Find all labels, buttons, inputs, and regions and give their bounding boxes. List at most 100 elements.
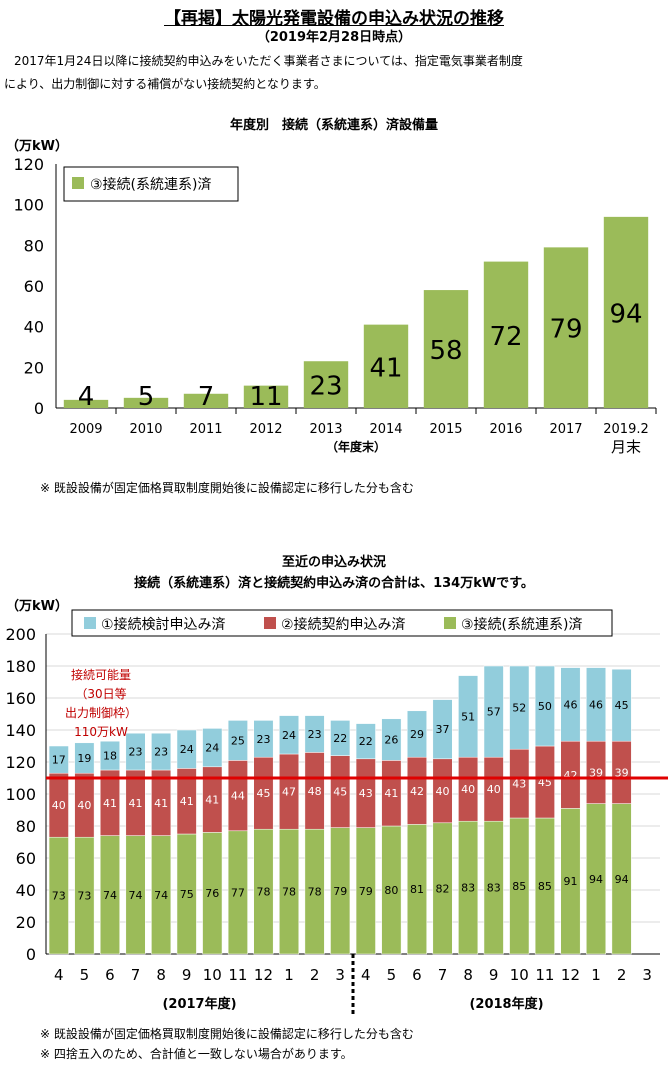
chart2-bar-segment xyxy=(611,668,632,742)
chart1-data-label: 41 xyxy=(369,353,402,383)
chart2-x-tick-label: 8 xyxy=(463,966,473,984)
chart2-data-label: 50 xyxy=(538,700,552,713)
chart2-data-label: 46 xyxy=(563,698,577,711)
chart2-data-label: 37 xyxy=(436,723,450,736)
chart2-data-label: 47 xyxy=(282,786,296,799)
chart2-capacity-label: 出力制御枠） xyxy=(65,705,137,720)
chart1-data-label: 23 xyxy=(309,372,342,402)
chart2-bar-segment xyxy=(48,745,69,774)
chart2-x-tick-label: 5 xyxy=(80,966,90,984)
chart1-data-label: 5 xyxy=(138,382,155,412)
chart1-bar xyxy=(483,261,529,408)
chart1-x-tick-label: 2011 xyxy=(189,422,222,437)
chart2-data-label: 43 xyxy=(512,778,526,791)
chart2-x-tick-label: 6 xyxy=(412,966,422,984)
chart1-y-tick-label: 60 xyxy=(24,277,44,296)
chart2-data-label: 85 xyxy=(538,880,552,893)
chart2-data-label: 23 xyxy=(154,746,168,759)
chart2-legend-swatch xyxy=(264,617,276,629)
page-title: 【再掲】太陽光発電設備の申込み状況の推移 xyxy=(164,9,504,29)
chart1-legend-box xyxy=(63,166,239,202)
chart2-y-tick-label: 80 xyxy=(16,817,36,836)
chart2-data-label: 41 xyxy=(180,795,194,808)
chart2-bar-segment xyxy=(227,720,248,761)
chart2-data-label: 23 xyxy=(256,733,270,746)
chart1-y-tick-label: 100 xyxy=(13,196,44,215)
chart2-y-tick-label: 20 xyxy=(16,913,36,932)
chart2-y-tick-label: 120 xyxy=(5,753,36,772)
chart2-y-axis-label: （万kW） xyxy=(6,598,68,614)
chart2-legend-swatch xyxy=(84,617,96,629)
chart2-x-tick-label: 3 xyxy=(335,966,345,984)
chart1-bar xyxy=(603,216,649,408)
chart1-bar xyxy=(303,361,349,408)
chart2-footnote-2: ※ 四捨五入のため、合計値と一致しない場合があります。 xyxy=(40,1047,353,1061)
chart1-x-tick-label: 2016 xyxy=(489,422,522,437)
chart2-y-tick-label: 0 xyxy=(26,945,36,964)
chart1-data-label: 58 xyxy=(429,336,462,366)
chart2-x-tick-label: 11 xyxy=(535,966,554,984)
chart2-bar-segment xyxy=(509,665,530,750)
chart2-data-label: 40 xyxy=(487,783,501,796)
chart2-data-label: 94 xyxy=(589,873,603,886)
chart1-data-label: 7 xyxy=(198,382,215,412)
chart2-capacity-label: （30日等 xyxy=(75,687,126,701)
chart2-data-label: 17 xyxy=(52,754,66,767)
chart2-data-label: 74 xyxy=(154,889,168,902)
chart2-bar-segment xyxy=(279,715,300,755)
chart1-bar xyxy=(543,247,589,408)
chart2-data-label: 48 xyxy=(308,785,322,798)
chart2-data-label: 39 xyxy=(615,766,629,779)
chart2-data-label: 82 xyxy=(436,882,450,895)
chart2-data-label: 24 xyxy=(180,743,194,756)
chart2-data-label: 81 xyxy=(410,883,424,896)
chart2-data-label: 42 xyxy=(563,769,577,782)
chart2-data-label: 73 xyxy=(77,890,91,903)
chart2-data-label: 91 xyxy=(563,875,577,888)
chart2-legend-label: ①接続検討申込み済 xyxy=(101,616,226,633)
chart2-y-tick-label: 60 xyxy=(16,849,36,868)
chart1-y-tick-label: 20 xyxy=(24,358,44,377)
chart2-data-label: 41 xyxy=(154,797,168,810)
chart2-bar-segment xyxy=(74,742,95,774)
chart2-data-label: 39 xyxy=(589,766,603,779)
chart2-data-label: 85 xyxy=(512,880,526,893)
chart2-bar-segment xyxy=(330,720,351,756)
chart2-data-label: 44 xyxy=(231,790,245,803)
chart2-x-tick-label: 2 xyxy=(617,966,627,984)
chart1-legend-label: ③接続(系統連系)済 xyxy=(90,176,211,193)
intro-text-line-1: 2017年1月24日以降に接続契約申込みをいただく事業者さまについては、指定電気… xyxy=(14,54,523,68)
chart2-data-label: 24 xyxy=(282,729,296,742)
chart2-bar-segment xyxy=(176,729,197,769)
chart1-y-axis-label: （万kW） xyxy=(6,138,68,154)
chart2-bar-segment xyxy=(458,675,479,758)
chart1-x-tick-label: 月末 xyxy=(611,438,641,456)
chart1-data-label: 79 xyxy=(549,315,582,345)
chart2-x-tick-label: 12 xyxy=(561,966,580,984)
chart2-data-label: 79 xyxy=(333,885,347,898)
chart1-x-tick-label: 2009 xyxy=(69,422,102,437)
chart1-x-tick-label: 2014 xyxy=(369,422,402,437)
chart1-annual-connected: （万kW） 0 20 40 60 80 100 120 4 2009 5 2010 7 2011 11 201… xyxy=(6,138,657,456)
chart2-legend-label: ②接続契約申込み済 xyxy=(281,616,406,633)
chart2-data-label: 78 xyxy=(256,886,270,899)
chart2-data-label: 19 xyxy=(77,752,91,765)
chart2-data-label: 40 xyxy=(52,799,66,812)
chart2-data-label: 78 xyxy=(308,886,322,899)
chart2-data-label: 83 xyxy=(487,882,501,895)
chart2-x-tick-label: 2 xyxy=(310,966,320,984)
chart1-bar xyxy=(423,290,469,408)
page-subtitle: （2019年2月28日時点） xyxy=(256,30,412,45)
chart2-data-label: 26 xyxy=(384,734,398,747)
chart2-data-label: 74 xyxy=(103,889,117,902)
chart2-y-tick-label: 180 xyxy=(5,657,36,676)
chart2-fiscal-year-label: (2018年度) xyxy=(469,996,543,1012)
chart2-x-tick-label: 11 xyxy=(228,966,247,984)
chart2-x-tick-label: 7 xyxy=(131,966,141,984)
chart2-bar-segment xyxy=(483,665,504,758)
chart1-x-tick-label: 2019.2 xyxy=(603,422,649,437)
chart2-data-label: 40 xyxy=(436,785,450,798)
chart2-x-tick-label: 10 xyxy=(510,966,529,984)
chart1-title: 年度別 接続（系統連系）済設備量 xyxy=(229,118,438,133)
chart2-x-tick-label: 6 xyxy=(105,966,115,984)
